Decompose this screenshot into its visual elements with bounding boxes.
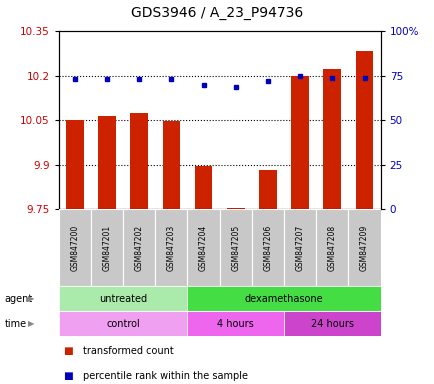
Text: dexamethasone: dexamethasone [244,293,322,304]
Text: ■: ■ [63,371,72,381]
Bar [194,166,212,209]
Text: transformed count: transformed count [82,346,173,356]
Text: ■: ■ [63,346,72,356]
Bar [316,209,348,286]
Bar [323,68,340,209]
Bar [187,209,219,286]
Text: control: control [106,318,140,329]
Text: untreated: untreated [99,293,147,304]
Text: GSM847207: GSM847207 [295,225,304,271]
Text: GSM847209: GSM847209 [359,225,368,271]
Bar [98,116,115,209]
Bar [355,51,372,209]
Text: GSM847208: GSM847208 [327,225,336,271]
Bar [219,209,251,286]
Text: percentile rank within the sample: percentile rank within the sample [82,371,247,381]
Text: 4 hours: 4 hours [217,318,253,329]
Bar [187,286,380,311]
Bar [59,286,187,311]
Text: time: time [4,318,26,329]
Bar [251,209,283,286]
Text: GSM847205: GSM847205 [231,225,240,271]
Bar [348,209,380,286]
Text: agent: agent [4,293,33,304]
Text: ▶: ▶ [28,294,34,303]
Text: GSM847202: GSM847202 [135,225,143,271]
Bar [291,76,308,209]
Bar [155,209,187,286]
Bar [259,170,276,209]
Bar [59,311,187,336]
Text: ▶: ▶ [28,319,34,328]
Text: GSM847201: GSM847201 [102,225,111,271]
Bar [283,311,380,336]
Bar [66,120,83,209]
Bar [187,311,283,336]
Text: GSM847203: GSM847203 [167,225,175,271]
Bar [91,209,123,286]
Bar [227,207,244,209]
Text: GSM847204: GSM847204 [199,225,207,271]
Text: GDS3946 / A_23_P94736: GDS3946 / A_23_P94736 [131,7,303,20]
Bar [59,209,91,286]
Text: 24 hours: 24 hours [310,318,353,329]
Text: GSM847206: GSM847206 [263,225,272,271]
Text: GSM847200: GSM847200 [70,225,79,271]
Bar [123,209,155,286]
Bar [162,121,180,209]
Bar [283,209,316,286]
Bar [130,113,148,209]
